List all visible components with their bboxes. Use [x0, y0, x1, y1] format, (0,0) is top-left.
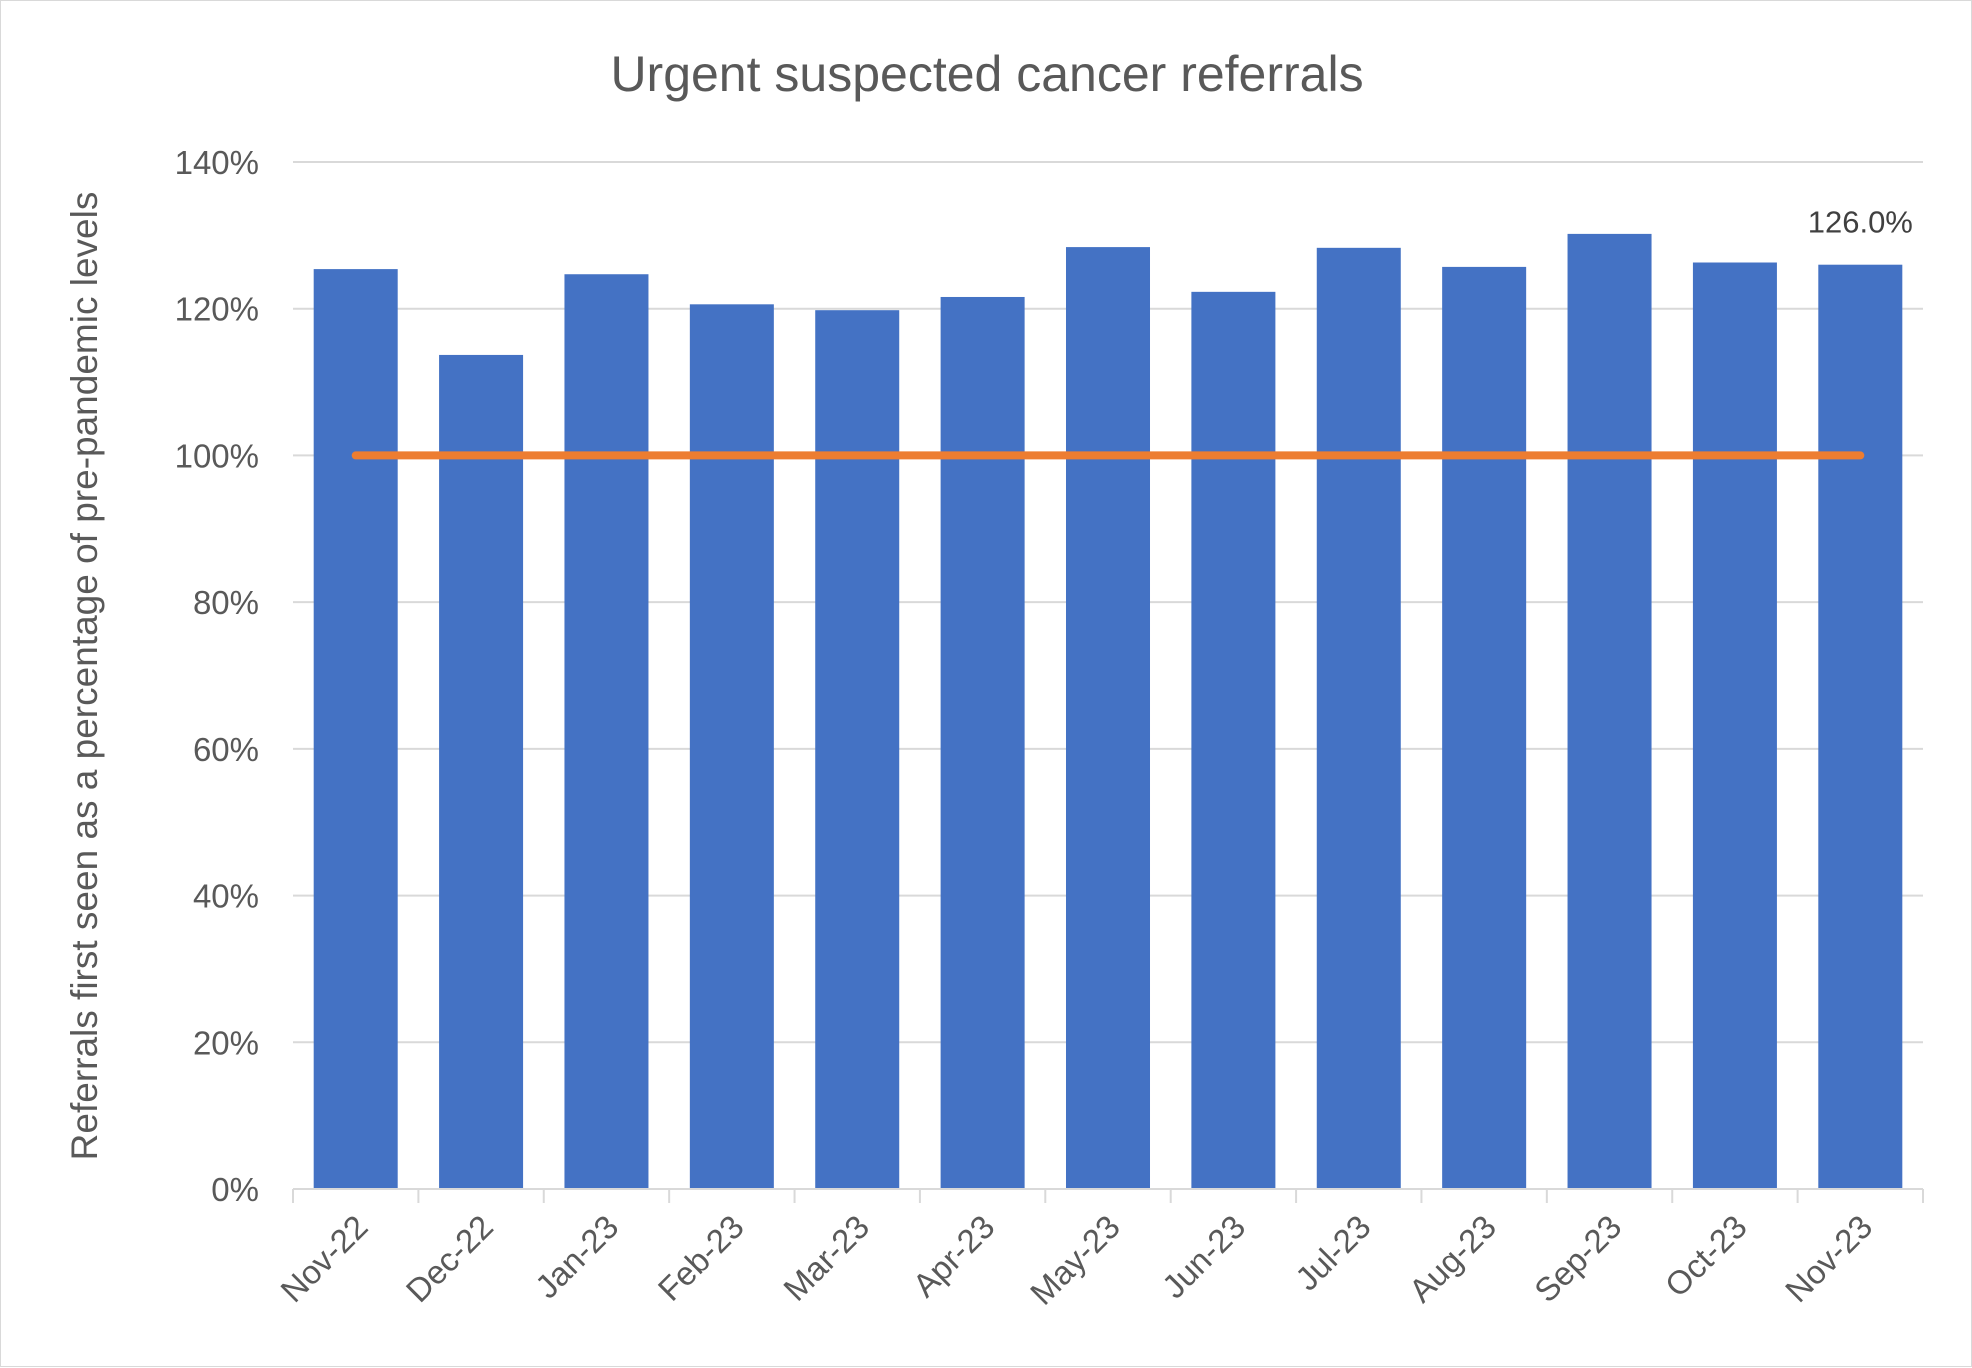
bars [313, 233, 1903, 1190]
y-tick-label: 140% [175, 144, 259, 181]
bar-apr-23 [940, 296, 1025, 1189]
bar-aug-23 [1442, 266, 1527, 1189]
chart-title: Urgent suspected cancer referrals [610, 46, 1363, 102]
bar-may-23 [1065, 247, 1151, 1189]
x-tick-label: Dec-22 [399, 1208, 500, 1309]
x-tick-label: Oct-23 [1658, 1208, 1754, 1304]
x-axis [292, 1188, 1924, 1203]
y-tick-label: 0% [211, 1171, 259, 1208]
x-axis-ticks: Nov-22 Dec-22 Jan-23 Feb-23 Mar-23 Apr-23 May-… [273, 1208, 1879, 1312]
y-axis-ticks: 0% 20% 40% 60% 80% 100% 120% 140% [175, 144, 259, 1208]
bar-jul-23 [1316, 247, 1401, 1189]
bar-nov-22 [313, 269, 398, 1189]
x-tick-label: Sep-23 [1527, 1208, 1628, 1309]
bar-sep-23 [1567, 233, 1652, 1189]
x-tick-label: Feb-23 [651, 1208, 751, 1308]
x-tick-label: Jul-23 [1288, 1208, 1378, 1298]
y-tick-label: 40% [193, 878, 259, 915]
y-axis-title: Referrals first seen as a percentage of … [64, 192, 105, 1161]
y-tick-label: 120% [175, 291, 259, 328]
x-tick-label: Apr-23 [905, 1208, 1001, 1304]
x-tick-label: Nov-23 [1778, 1208, 1879, 1309]
y-tick-label: 80% [193, 584, 259, 621]
data-label: 126.0% [1808, 205, 1913, 240]
bar-oct-23 [1692, 262, 1777, 1190]
y-tick-label: 20% [193, 1024, 259, 1061]
x-tick-label: Jan-23 [528, 1208, 626, 1306]
bar-nov-23 [1818, 264, 1903, 1189]
bar-feb-23 [689, 304, 774, 1189]
x-tick-label: Aug-23 [1402, 1208, 1503, 1309]
y-tick-label: 100% [175, 437, 259, 474]
x-tick-label: Nov-22 [273, 1208, 374, 1309]
y-tick-label: 60% [193, 731, 259, 768]
bar-dec-22 [439, 354, 524, 1189]
bar-mar-23 [815, 310, 900, 1190]
x-tick-label: Jun-23 [1155, 1208, 1253, 1306]
x-tick-label: Mar-23 [776, 1208, 876, 1308]
bar-jun-23 [1191, 291, 1276, 1189]
bar-jan-23 [564, 274, 649, 1189]
data-labels: 126.0% [1808, 205, 1913, 240]
x-tick-label: May-23 [1023, 1208, 1127, 1312]
